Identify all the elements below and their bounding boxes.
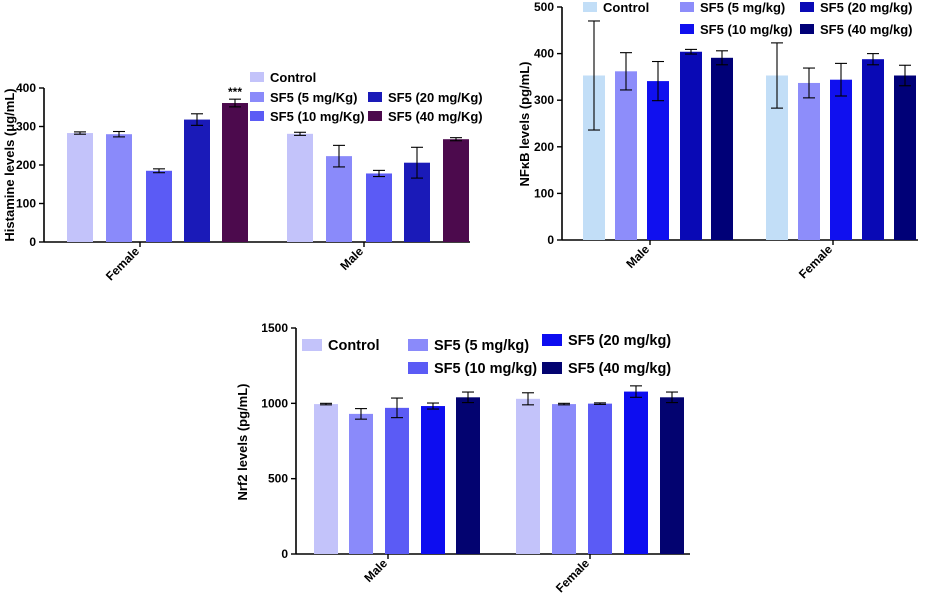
bar: [421, 406, 445, 554]
legend-swatch: [800, 2, 814, 12]
bar: [647, 81, 669, 241]
significance-label: ***: [228, 85, 242, 99]
legend-label: SF5 (40 mg/Kg): [388, 109, 483, 124]
bar: [516, 398, 540, 554]
x-category-label: Male: [361, 556, 390, 585]
legend-swatch: [250, 72, 264, 82]
legend-label: SF5 (40 mg/kg): [568, 361, 671, 377]
bar: [67, 133, 93, 242]
legend-label: SF5 (5 mg/Kg): [270, 90, 357, 105]
bar: [146, 170, 172, 242]
y-tick-label: 200: [16, 158, 36, 172]
bar: [624, 391, 648, 554]
legend-label: SF5 (20 mg/kg): [568, 333, 671, 349]
y-tick-label: 0: [547, 233, 554, 247]
legend-swatch: [250, 111, 264, 121]
y-tick-label: 1500: [261, 321, 288, 335]
bar: [766, 75, 788, 240]
bar: [711, 57, 733, 240]
legend-swatch: [368, 111, 382, 121]
bar: [894, 75, 916, 240]
y-tick-label: 300: [534, 93, 554, 107]
y-tick-label: 200: [534, 140, 554, 154]
bar: [680, 51, 702, 241]
legend-swatch: [250, 92, 264, 102]
bar: [184, 119, 210, 242]
y-tick-label: 500: [534, 0, 554, 14]
x-category-label: Male: [337, 244, 366, 273]
legend-swatch: [583, 2, 597, 12]
legend-label: SF5 (20 mg/kg): [820, 0, 912, 15]
y-tick-label: 500: [268, 472, 288, 486]
legend-label: SF5 (20 mg/Kg): [388, 90, 483, 105]
bar: [660, 397, 684, 554]
bar: [552, 404, 576, 554]
legend-swatch: [680, 24, 694, 34]
bar: [222, 103, 248, 242]
bar: [366, 173, 392, 242]
bar: [349, 413, 373, 554]
legend-swatch: [800, 24, 814, 34]
nrf2-chart: 0 500 1000 1500 Nrf2 levels (pg/mL) Male Femal…: [235, 321, 690, 595]
x-category-label: Female: [103, 244, 142, 283]
y-axis-label: Histamine levels (μg/mL): [2, 88, 17, 241]
x-category-label: Male: [623, 242, 652, 271]
bar: [615, 71, 637, 240]
legend-label: Control: [328, 338, 380, 354]
bar: [314, 404, 338, 554]
legend-swatch: [408, 362, 428, 374]
bar: [583, 75, 605, 240]
y-tick-label: 1000: [261, 396, 288, 410]
bar: [443, 139, 469, 242]
legend-label: SF5 (5 mg/kg): [700, 0, 785, 15]
y-axis-label: NFκB levels (pg/mL): [517, 62, 532, 187]
bar: [287, 133, 313, 242]
legend-label: SF5 (5 mg/kg): [434, 338, 529, 354]
bar: [588, 403, 612, 554]
x-category-label: Female: [553, 556, 592, 595]
y-tick-label: 300: [16, 120, 36, 134]
legend-label: Control: [603, 0, 649, 15]
legend-label: SF5 (40 mg/kg): [820, 22, 912, 37]
bar: [456, 397, 480, 554]
bar: [862, 59, 884, 240]
y-tick-label: 0: [281, 547, 288, 561]
bar: [385, 407, 409, 554]
bar: [106, 134, 132, 242]
legend-swatch: [680, 2, 694, 12]
legend-swatch: [408, 339, 428, 351]
y-tick-label: 100: [534, 186, 554, 200]
bar: [830, 79, 852, 240]
legend-label: SF5 (10 mg/kg): [434, 361, 537, 377]
legend-label: SF5 (10 mg/kg): [700, 22, 792, 37]
y-tick-label: 0: [29, 235, 36, 249]
nfkb-chart: 0 100 200 300 400 500 NFκB levels (pg/mL) Male F…: [517, 0, 918, 281]
legend-swatch: [542, 362, 562, 374]
legend-swatch: [542, 334, 562, 346]
legend-swatch: [302, 339, 322, 351]
y-tick-label: 100: [16, 197, 36, 211]
legend-label: SF5 (10 mg/Kg): [270, 109, 365, 124]
x-category-label: Female: [796, 242, 835, 281]
legend-label: Control: [270, 70, 316, 85]
bar: [326, 156, 352, 242]
y-tick-label: 400: [534, 47, 554, 61]
y-axis-label: Nrf2 levels (pg/mL): [235, 383, 250, 500]
legend-swatch: [368, 92, 382, 102]
y-tick-label: 400: [16, 81, 36, 95]
bar: [798, 82, 820, 240]
